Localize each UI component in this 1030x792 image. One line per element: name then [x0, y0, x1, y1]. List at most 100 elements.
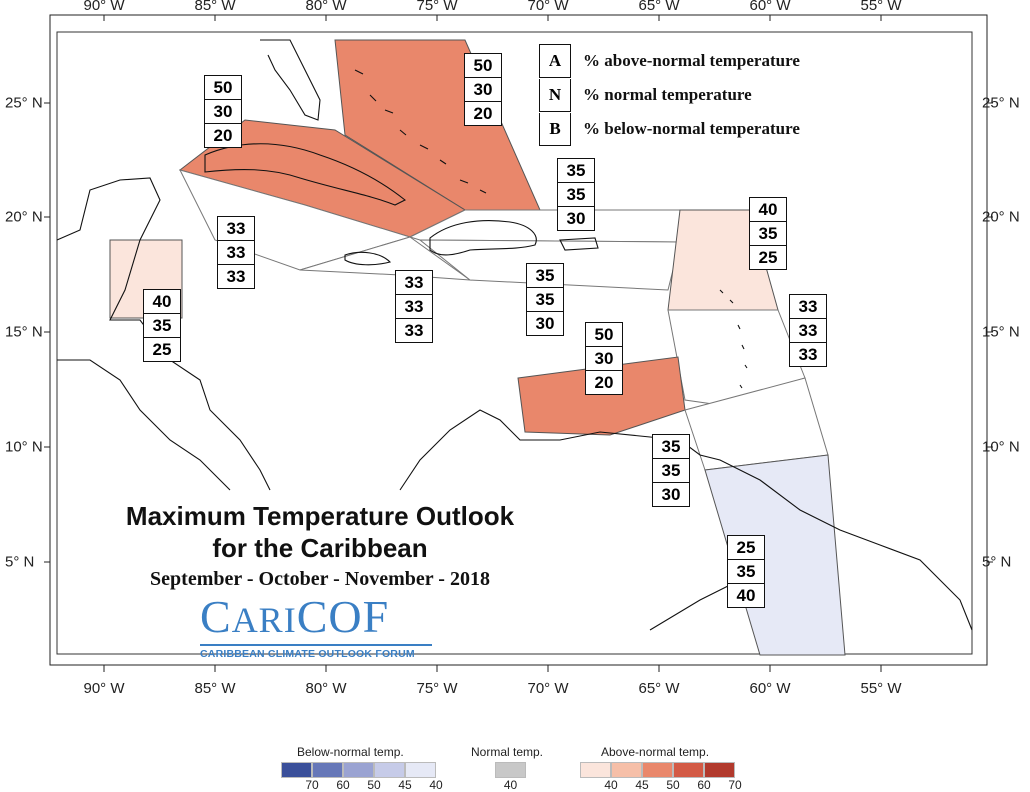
legend-above-swatch	[673, 762, 704, 778]
lon-label-top: 60° W	[749, 0, 791, 14]
prob-box-belize: 40 35 25	[143, 289, 181, 362]
prob-normal: 33	[217, 241, 255, 265]
lat-label-left: 5° N	[5, 553, 35, 571]
lon-label-top: 75° W	[416, 0, 458, 14]
prob-normal: 30	[585, 347, 623, 371]
prob-normal: 35	[526, 288, 564, 312]
legend-below-swatch	[374, 762, 405, 778]
prob-below: 33	[395, 319, 433, 343]
prob-above: 33	[217, 216, 255, 241]
prob-normal: 35	[143, 314, 181, 338]
legend-above-level: 45	[635, 778, 649, 792]
prob-above: 35	[557, 158, 595, 183]
legend-above-swatch	[642, 762, 673, 778]
legend-below-swatch	[281, 762, 312, 778]
legend-below-swatch	[343, 762, 374, 778]
legend-above-level: 50	[666, 778, 680, 792]
prob-box-cuba: 50 30 20	[204, 75, 242, 148]
legend-below-swatch	[312, 762, 343, 778]
prob-below: 20	[464, 102, 502, 126]
lon-label-bottom: 80° W	[305, 680, 347, 697]
lat-label-left: 20° N	[5, 208, 43, 226]
legend-normal-swatch	[495, 762, 526, 778]
prob-box-windward-islands: 33 33 33	[789, 294, 827, 367]
lat-label-right: 25° N	[982, 94, 1020, 112]
logo-subtitle: CARIBBEAN CLIMATE OUTLOOK FORUM	[200, 648, 415, 660]
logo-wordmark: CARICOF	[200, 591, 390, 642]
key-text: % above-normal temperature	[583, 51, 800, 70]
region-guianas	[704, 454, 846, 656]
title-block: Maximum Temperature Outlook for the Cari…	[70, 500, 570, 591]
map-inner-frame	[56, 31, 973, 655]
lon-label-bottom: 75° W	[416, 680, 458, 697]
prob-normal: 33	[789, 319, 827, 343]
prob-below: 33	[789, 343, 827, 367]
prob-normal: 30	[204, 100, 242, 124]
prob-above: 50	[204, 75, 242, 100]
lat-label-left: 25° N	[5, 94, 43, 112]
legend-below-level: 70	[305, 778, 319, 792]
prob-box-abc-islands: 50 30 20	[585, 322, 623, 395]
legend-below-level: 60	[336, 778, 350, 792]
prob-below: 30	[652, 483, 690, 507]
legend-above-swatch	[704, 762, 735, 778]
lon-label-bottom: 55° W	[860, 680, 902, 697]
caricof-logo: CARICOF CARIBBEAN CLIMATE OUTLOOK FORUM	[200, 594, 432, 660]
axis-ticks	[44, 15, 993, 672]
legend-below-title: Below-normal temp.	[297, 745, 404, 759]
prob-box-jamaica: 33 33 33	[395, 270, 433, 343]
prob-normal: 30	[464, 78, 502, 102]
lat-label-left: 15° N	[5, 323, 43, 341]
prob-above: 33	[789, 294, 827, 319]
lon-label-top: 65° W	[638, 0, 680, 14]
prob-normal: 35	[557, 183, 595, 207]
lon-label-bottom: 90° W	[83, 680, 125, 697]
map-frame	[49, 14, 988, 666]
prob-normal: 35	[749, 222, 787, 246]
prob-below: 20	[204, 124, 242, 148]
caribbean-outlook-map	[44, 14, 993, 672]
prob-below: 20	[585, 371, 623, 395]
prob-above: 35	[526, 263, 564, 288]
lon-label-bottom: 70° W	[527, 680, 569, 697]
legend-above-level: 40	[604, 778, 618, 792]
legend-below-swatch	[405, 762, 436, 778]
key-text: % below-normal temperature	[583, 119, 800, 138]
lon-label-top: 90° W	[83, 0, 125, 14]
legend-below-level: 45	[398, 778, 412, 792]
lon-label-bottom: 60° W	[749, 680, 791, 697]
map-title-line2: for the Caribbean	[212, 533, 428, 563]
legend-above-swatch	[611, 762, 642, 778]
legend-above-level: 60	[697, 778, 711, 792]
prob-box-bahamas: 50 30 20	[464, 53, 502, 126]
prob-above: 40	[749, 197, 787, 222]
key-row-below: B % below-normal temperature	[539, 112, 800, 146]
probability-key: A % above-normal temperature N % normal …	[539, 44, 800, 146]
prob-box-leeward-islands: 40 35 25	[749, 197, 787, 270]
prob-box-trinidad: 35 35 30	[652, 434, 690, 507]
key-letter: B	[539, 112, 571, 146]
lat-label-right: 5° N	[982, 553, 1012, 571]
prob-above: 50	[585, 322, 623, 347]
prob-box-guianas: 25 35 40	[727, 535, 765, 608]
key-letter: A	[539, 44, 571, 78]
legend-below-level: 50	[367, 778, 381, 792]
lon-label-top: 55° W	[860, 0, 902, 14]
key-row-normal: N % normal temperature	[539, 78, 800, 112]
prob-normal: 35	[727, 560, 765, 584]
prob-below: 30	[557, 207, 595, 231]
map-title: Maximum Temperature Outlook	[125, 501, 515, 531]
lat-label-left: 10° N	[5, 438, 43, 456]
legend-normal-title: Normal temp.	[471, 745, 544, 759]
lat-label-right: 20° N	[982, 208, 1020, 226]
lat-label-right: 15° N	[982, 323, 1020, 341]
lat-label-right: 10° N	[982, 438, 1020, 456]
legend-above-level: 70	[728, 778, 742, 792]
lon-label-bottom: 85° W	[194, 680, 236, 697]
prob-below: 25	[749, 246, 787, 270]
lon-label-top: 70° W	[527, 0, 569, 14]
logo-rule	[200, 644, 432, 646]
prob-box-hispaniola-pr: 35 35 30	[526, 263, 564, 336]
prob-normal: 35	[652, 459, 690, 483]
key-letter: N	[539, 78, 571, 112]
